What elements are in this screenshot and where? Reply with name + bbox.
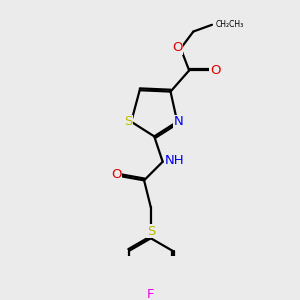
Text: O: O bbox=[111, 168, 122, 181]
Text: S: S bbox=[124, 115, 132, 128]
Text: F: F bbox=[147, 288, 154, 300]
Text: N: N bbox=[174, 115, 184, 128]
Text: CH₂CH₃: CH₂CH₃ bbox=[215, 20, 244, 29]
Text: NH: NH bbox=[165, 154, 184, 167]
Text: O: O bbox=[210, 64, 220, 77]
Text: S: S bbox=[147, 225, 155, 238]
Text: O: O bbox=[172, 41, 182, 54]
